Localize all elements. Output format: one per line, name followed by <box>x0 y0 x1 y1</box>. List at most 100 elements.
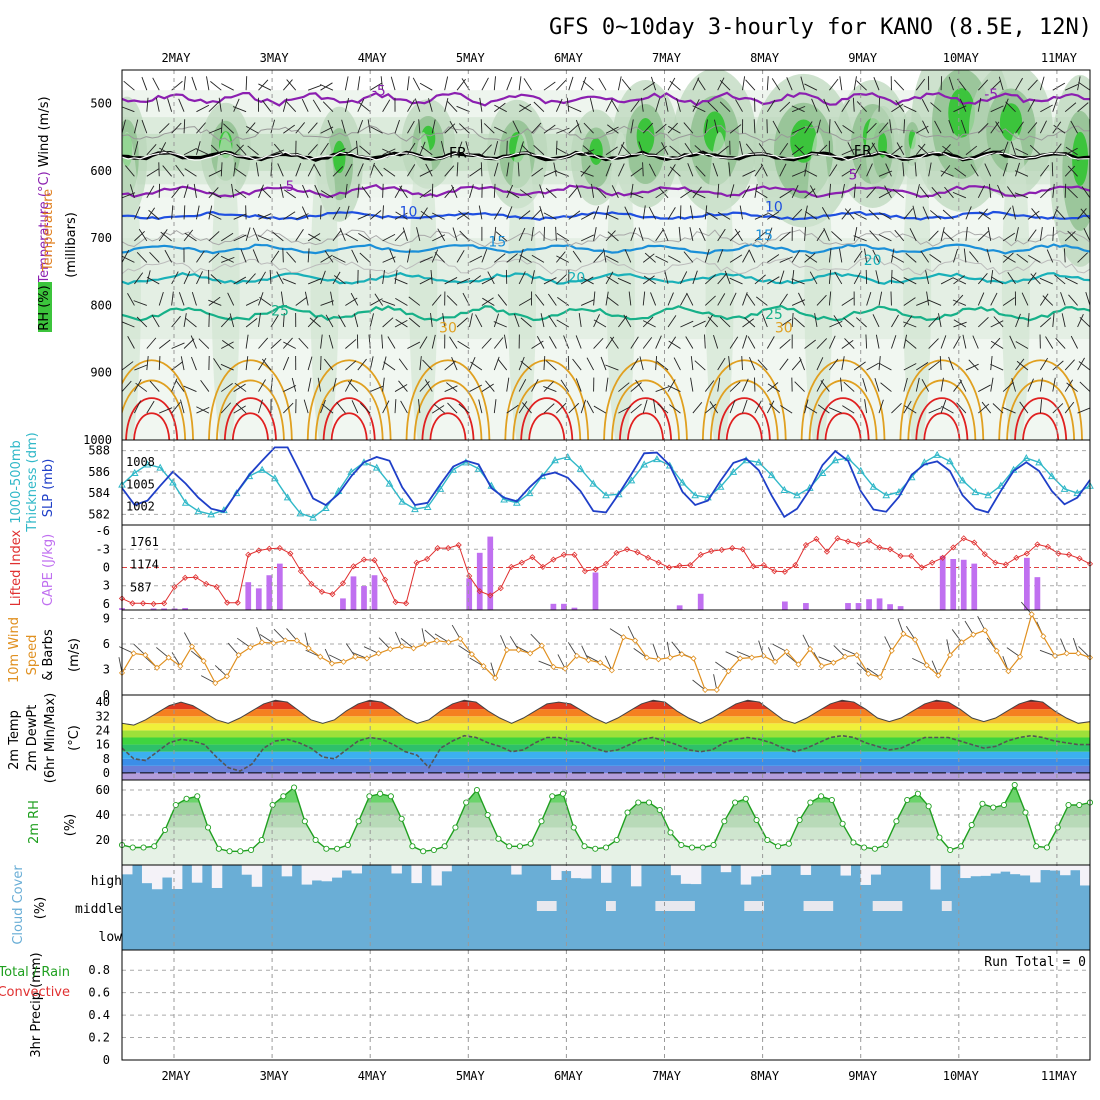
wind10-point <box>515 646 522 654</box>
wind-barb <box>667 207 676 220</box>
thickness-tick: 584 <box>88 486 110 500</box>
wind-barb <box>394 278 408 285</box>
isotherm-loop <box>330 412 368 440</box>
wind-barb <box>146 168 159 177</box>
wind-barb <box>621 78 632 91</box>
wind-barb <box>183 338 195 349</box>
wind10-point <box>562 665 569 672</box>
wind-barb <box>512 120 520 134</box>
wind-barb <box>533 101 545 113</box>
rh-tick: 20 <box>96 833 110 847</box>
wind-barb <box>956 402 967 414</box>
wind-barb-10m <box>509 636 519 651</box>
wind-barb <box>158 142 167 155</box>
wind-barb <box>962 334 967 349</box>
wind-barb <box>519 104 532 113</box>
wind-barb-10m <box>304 632 310 649</box>
wind-barb-10m <box>912 657 927 666</box>
wind-barb <box>136 251 148 263</box>
wind-barb <box>804 83 818 91</box>
wind-barb <box>208 101 220 113</box>
wind-barb <box>412 77 421 91</box>
contour-label: FR <box>449 145 467 161</box>
wind-barb <box>431 119 436 134</box>
wind-barb <box>221 83 234 91</box>
wind-barb <box>757 359 768 371</box>
wind-barb <box>1027 272 1037 285</box>
thickness-point <box>270 474 279 482</box>
wind10-point <box>865 670 872 677</box>
wind-barb <box>926 291 930 306</box>
isotherm-loop <box>216 379 285 440</box>
cape-bar <box>897 606 904 610</box>
wind-barb <box>350 292 359 306</box>
wind-barb <box>623 314 632 328</box>
wind-barb <box>816 119 821 134</box>
wind-barb <box>1039 399 1043 414</box>
wind-barb <box>556 255 569 263</box>
wind-barb <box>245 318 258 328</box>
wind-barb <box>739 140 743 155</box>
thickness-point <box>1047 472 1056 480</box>
thickness-point <box>309 513 317 521</box>
wind-barb <box>680 292 688 306</box>
wind-barb <box>580 212 594 220</box>
wind10-point <box>363 655 370 662</box>
wind10-point <box>340 658 347 665</box>
wind-barb <box>717 357 726 371</box>
wind-barb <box>591 183 595 198</box>
wind-barb <box>853 250 863 263</box>
isotherm-loop <box>405 359 491 440</box>
wind-barb <box>449 336 458 349</box>
rh-point <box>1022 809 1029 816</box>
wind-barb <box>916 125 929 134</box>
wind-barb <box>642 291 646 306</box>
rh-point <box>1054 824 1061 831</box>
wind-barb <box>210 144 222 156</box>
wind-barb <box>382 183 384 198</box>
wind-barb <box>390 76 396 91</box>
rh-plume <box>122 132 141 440</box>
wind-barb <box>1070 120 1078 134</box>
wind-barb <box>990 320 1004 328</box>
wind-barb <box>200 380 210 392</box>
wind-barb <box>456 162 459 177</box>
wind-barb <box>233 144 244 156</box>
wind-barb <box>1089 283 1090 284</box>
lifted-point <box>508 563 515 570</box>
wind-barb <box>779 358 789 371</box>
lifted-point <box>718 546 725 553</box>
wind-barb <box>146 207 156 220</box>
wind-barb <box>705 211 718 220</box>
wind-barb <box>605 99 613 112</box>
lifted-point <box>887 546 894 553</box>
wind-barb <box>1015 148 1029 156</box>
panel-bg-3 <box>122 610 1090 695</box>
rh-point <box>882 841 889 849</box>
wind-barb <box>1039 76 1045 91</box>
wind-barb <box>656 361 669 371</box>
wind-barb <box>866 186 877 199</box>
isotherm-loop <box>915 397 969 440</box>
isotherm-loop <box>627 412 664 440</box>
wind-barb <box>680 189 693 199</box>
rh-plume <box>606 132 635 440</box>
wind-barb <box>853 183 856 198</box>
wind-barb <box>828 183 831 198</box>
ylabel-part: 2m DewPt <box>25 705 40 772</box>
wind-barb <box>719 101 731 113</box>
wind-barb <box>543 212 557 220</box>
wind10-point <box>550 663 557 671</box>
wind-barb <box>581 276 594 285</box>
cape-tick: 1761 <box>130 535 159 549</box>
wind-barb <box>513 313 520 328</box>
wind-barb <box>419 256 433 263</box>
wind-barb <box>1015 162 1020 177</box>
rh-point <box>968 821 975 829</box>
wind-barb <box>518 76 522 91</box>
dewpoint-line <box>121 734 1090 772</box>
wind-barb-10m <box>324 648 333 664</box>
thickness-point <box>232 489 241 497</box>
wind-barb <box>543 170 557 177</box>
wind-barb <box>921 99 930 112</box>
